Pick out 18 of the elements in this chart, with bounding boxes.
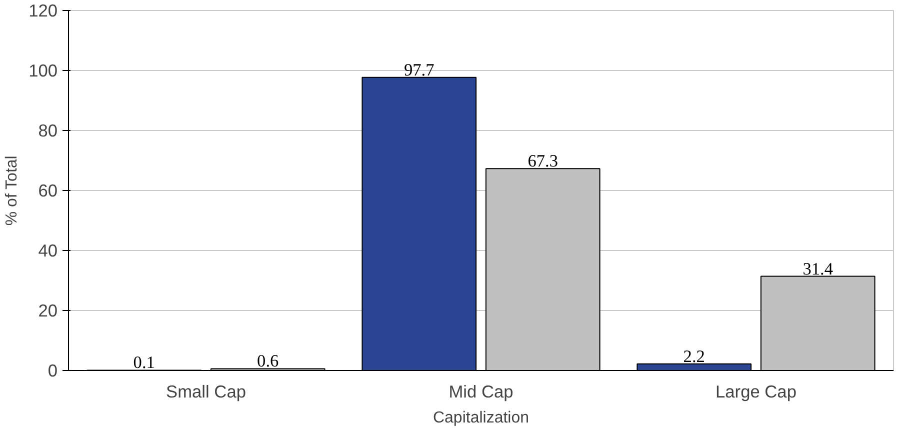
data-label: 2.2 (683, 346, 705, 366)
data-label: 0.6 (257, 352, 280, 371)
y-tick-label: 40 (38, 240, 58, 260)
x-tick-label: Large Cap (716, 382, 796, 402)
data-label: 97.7 (404, 60, 435, 80)
y-tick-label: 60 (38, 180, 58, 200)
data-label: 67.3 (528, 152, 558, 171)
y-tick-label: 80 (38, 120, 58, 140)
data-label: 31.4 (802, 259, 834, 278)
data-label: 0.1 (133, 353, 155, 372)
y-axis-title: % of Total (4, 156, 21, 226)
y-tick-label: 120 (28, 0, 58, 20)
y-tick-label: 0 (48, 360, 58, 380)
y-tick-label: 20 (38, 300, 58, 320)
x-axis-title: Capitalization (432, 410, 530, 426)
x-tick-label: Mid Cap (448, 382, 514, 402)
x-tick-label: Small Cap (166, 382, 246, 402)
y-tick-label: 100 (28, 60, 58, 80)
